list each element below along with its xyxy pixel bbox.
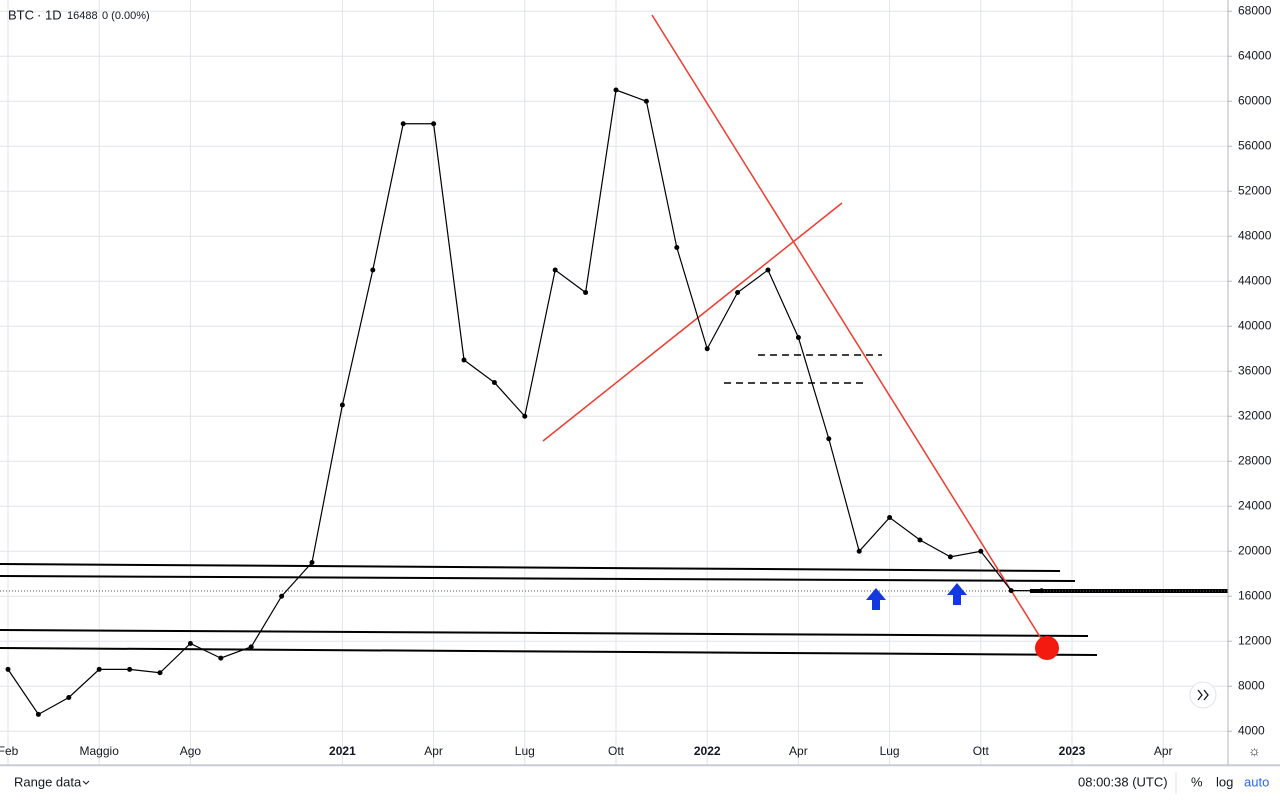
price-point [491,380,497,385]
trend-line [542,202,843,442]
x-tick-label: Apr [424,744,443,758]
x-tick-label: 2022 [694,744,721,758]
trend-line [651,14,1048,649]
x-tick-label: 2021 [329,744,356,758]
price-point [66,695,72,700]
price-point [157,670,163,676]
x-tick-label: Maggio [80,744,120,758]
scroll-button[interactable] [1189,681,1217,709]
price-point [96,666,102,672]
price-point [1039,588,1045,594]
percent-button[interactable]: % [1191,774,1203,789]
price-point [978,548,984,554]
separator: · [37,7,41,22]
y-tick-label: 60000 [1238,93,1272,107]
price-point [552,267,558,273]
arrow-up [947,583,967,605]
price-point [765,267,771,273]
price-point [887,515,893,520]
price-point [1008,588,1014,594]
price-point [461,357,467,363]
price-point [947,554,953,560]
clock: 08:00:38 (UTC) [1078,774,1168,789]
y-tick-label: 36000 [1238,363,1272,377]
price-point [431,121,437,127]
price-point [674,245,680,250]
x-tick-label: Ott [973,744,990,758]
price-point [370,267,376,273]
y-tick-label: 20000 [1238,543,1272,557]
price-point [795,335,801,340]
price-point [127,666,133,672]
support-line [0,647,1098,656]
change: 0 (0.00%) [102,10,150,22]
auto-button[interactable]: auto [1244,774,1269,789]
price-point [583,290,589,295]
settings-button[interactable]: ☼ [1248,743,1261,759]
arrow-up [866,588,886,610]
price-point [248,644,254,650]
price-point [400,121,406,127]
y-tick-label: 52000 [1238,183,1272,197]
y-tick-label: 64000 [1238,48,1272,62]
price-point [704,346,710,352]
y-tick-label: 40000 [1238,318,1272,332]
grid [0,0,1228,765]
y-tick-label: 28000 [1238,453,1272,467]
price-point [856,548,862,554]
series [5,87,1045,717]
price-point [826,436,832,442]
y-tick-label: 8000 [1238,678,1265,692]
support-line [0,575,1076,582]
price-point [218,655,224,661]
x-tick-label: Lug [515,744,535,758]
target-dot [1035,636,1059,660]
y-tick-label: 12000 [1238,633,1272,647]
price-point [187,641,193,646]
price-point [522,413,528,419]
interval: 1D [45,7,62,22]
y-tick-label: 32000 [1238,408,1272,422]
x-tick-label: Ago [180,744,202,758]
y-tick-label: 68000 [1238,3,1272,17]
y-tick-label: 4000 [1238,723,1265,737]
x-tick-label: 2023 [1059,744,1086,758]
price-point [35,711,41,717]
y-tick-label: 48000 [1238,228,1272,242]
support-line [0,563,1061,572]
price-point [309,560,315,565]
log-button[interactable]: log [1216,774,1233,789]
dropdown-icon [82,780,90,785]
last-price: 16488 [67,10,98,22]
price-point [735,290,741,295]
y-tick-label: 24000 [1238,498,1272,512]
price-point [643,98,649,104]
y-tick-label: 56000 [1238,138,1272,152]
y-tick-label: 16000 [1238,588,1272,602]
x-tick-label: Apr [789,744,808,758]
symbol: BTC [8,7,34,22]
price-point [5,666,11,672]
x-tick-label: Ott [608,744,625,758]
x-tick-label: Lug [880,744,900,758]
range-button[interactable]: Range data [14,774,82,789]
price-point [339,402,345,408]
y-tick-label: 44000 [1238,273,1272,287]
scroll-icon [1197,689,1209,701]
price-point [279,593,285,599]
support-line [0,629,1089,637]
x-tick-label: Apr [1154,744,1173,758]
x-tick-label: Feb [0,744,19,758]
price-point [613,87,619,93]
price-point [917,537,923,543]
